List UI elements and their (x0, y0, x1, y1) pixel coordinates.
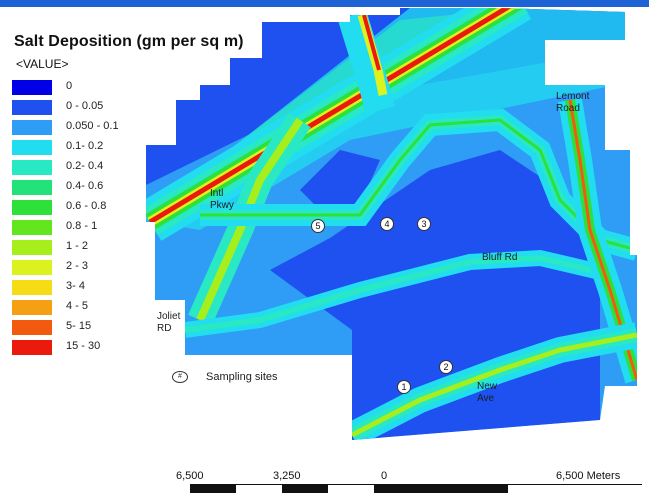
legend-label: 15 - 30 (66, 340, 101, 352)
legend-label: 3- 4 (66, 280, 85, 292)
legend-item: 3- 4 (12, 278, 152, 298)
legend-label: 0.8 - 1 (66, 220, 98, 232)
scale-bar (190, 484, 642, 493)
scale-seg-6 (508, 484, 642, 493)
sampling-site-5: 5 (311, 219, 325, 233)
legend-swatch (12, 120, 52, 135)
legend-subtitle: <VALUE> (16, 57, 69, 71)
legend-swatch (12, 320, 52, 335)
legend-label: 0 (66, 80, 73, 92)
sampling-site-3: 3 (417, 217, 431, 231)
legend-item: 0 - 0.05 (12, 98, 152, 118)
sampling-site-4: 4 (380, 217, 394, 231)
scale-seg-1 (190, 484, 236, 493)
legend-item: 5- 15 (12, 318, 152, 338)
legend-swatch (12, 100, 52, 115)
legend-swatch (12, 260, 52, 275)
legend-item: 0.4- 0.6 (12, 178, 152, 198)
label-lemont-road: Lemont Road (556, 91, 590, 114)
label-bluff-rd: Bluff Rd (482, 252, 518, 263)
legend-label: 0.4- 0.6 (66, 180, 104, 192)
legend-swatch (12, 140, 52, 155)
scale-seg-5 (374, 484, 508, 493)
legend-item: 0.6 - 0.8 (12, 198, 152, 218)
legend-item: 0 (12, 78, 152, 98)
legend-swatch (12, 300, 52, 315)
legend-swatch (12, 160, 52, 175)
top-accent-bar (0, 0, 649, 7)
legend-swatch (12, 240, 52, 255)
scale-label-zero: 0 (381, 470, 388, 482)
legend-swatch (12, 80, 52, 95)
legend-label: 5- 15 (66, 320, 92, 332)
legend-item: 1 - 2 (12, 238, 152, 258)
scale-seg-2 (236, 484, 282, 493)
label-intl-pkwy: Intl Pkwy (210, 188, 234, 211)
legend-item: 0.050 - 0.1 (12, 118, 152, 138)
legend-swatch (12, 340, 52, 355)
legend-label: 1 - 2 (66, 240, 89, 252)
legend-label: 0.1- 0.2 (66, 140, 104, 152)
legend-label: 0.6 - 0.8 (66, 200, 107, 212)
sampling-site-1: 1 (397, 380, 411, 394)
legend-item: 4 - 5 (12, 298, 152, 318)
label-joliet-rd: Joliet RD (157, 311, 181, 334)
label-new-ave: New Ave (477, 381, 498, 404)
scale-label-left: 6,500 (176, 470, 204, 482)
legend-item: 0.8 - 1 (12, 218, 152, 238)
legend-swatch (12, 180, 52, 195)
sampling-sites-label: Sampling sites (206, 371, 278, 383)
legend-item: 0.1- 0.2 (12, 138, 152, 158)
legend-item: 0.2- 0.4 (12, 158, 152, 178)
scale-seg-4 (328, 484, 374, 493)
legend-label: 0.2- 0.4 (66, 160, 104, 172)
scale-label-mid: 3,250 (273, 470, 301, 482)
legend-item: 15 - 30 (12, 338, 152, 358)
legend-swatch (12, 200, 52, 215)
sampling-site-2: 2 (439, 360, 453, 374)
legend-item: 2 - 3 (12, 258, 152, 278)
sampling-site-icon: # (172, 371, 188, 383)
legend-swatch (12, 280, 52, 295)
legend-swatch (12, 220, 52, 235)
scale-seg-3 (282, 484, 328, 493)
legend-title: Salt Deposition (gm per sq m) (14, 33, 244, 50)
scale-label-right: 6,500 Meters (556, 470, 621, 482)
legend-label: 0 - 0.05 (66, 100, 104, 112)
legend-label: 2 - 3 (66, 260, 89, 272)
legend-list: 0 0 - 0.05 0.050 - 0.1 0.1- 0.2 0.2- 0.4 0.4-… (12, 78, 152, 358)
legend-label: 0.050 - 0.1 (66, 120, 119, 132)
legend-label: 4 - 5 (66, 300, 89, 312)
